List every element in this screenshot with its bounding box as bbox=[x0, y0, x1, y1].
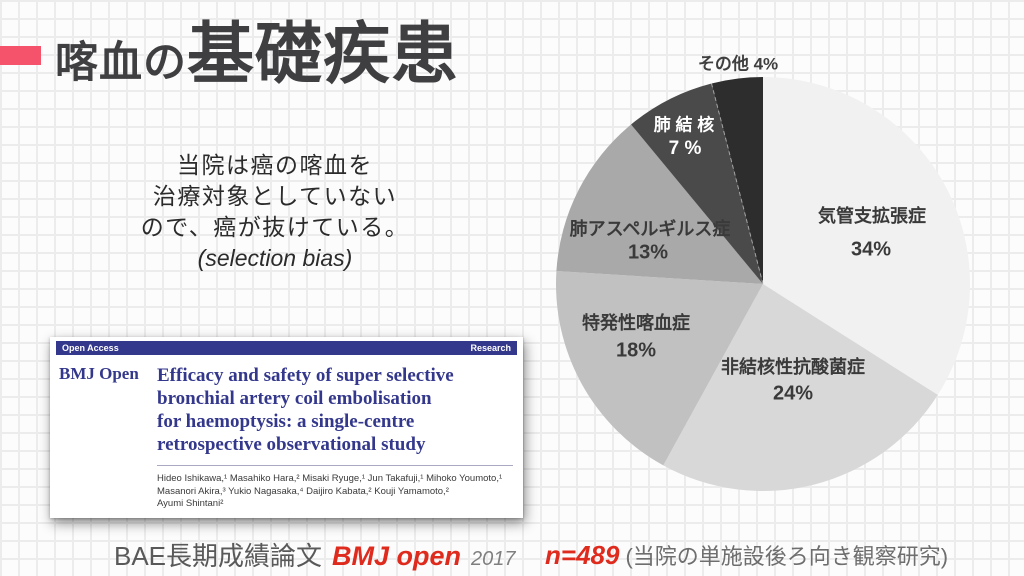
pie-value-tuberculosis: 7 % bbox=[668, 138, 702, 159]
paper-title: Efficacy and safety of super selective b… bbox=[157, 364, 513, 456]
paper-open-access-label: Open Access bbox=[62, 343, 119, 353]
paper-main-column: Efficacy and safety of super selective b… bbox=[157, 364, 517, 511]
pie-slice-5 bbox=[711, 77, 763, 284]
pie-label-aspergillosis: 肺アスペルギルス症 bbox=[569, 219, 731, 239]
pie-label-idiopathic: 特発性喀血症 bbox=[582, 313, 690, 333]
hemoptysis-etiology-pie-chart: その他 4% 肺 結 核 7 % 肺アスペルギルス症 13% 特発性喀血症 18… bbox=[540, 40, 1024, 510]
pie-label-bronchiectasis: 気管支拡張症 bbox=[818, 206, 926, 226]
paper-title-line-3: for haemoptysis: a single-centre bbox=[157, 411, 415, 432]
pie-value-aspergillosis: 13% bbox=[627, 241, 669, 264]
footer-reference: BAE長期成績論文 BMJ open 2017 bbox=[114, 536, 516, 573]
footer-journal-name: BMJ open bbox=[332, 541, 462, 571]
pie-slice-3 bbox=[556, 124, 763, 284]
paper-title-line-2: bronchial artery coil embolisation bbox=[157, 388, 432, 409]
note-selection-bias: (selection bias) bbox=[197, 245, 353, 271]
page-title: 喀血の 基礎疾患 bbox=[55, 0, 459, 100]
paper-divider bbox=[157, 465, 513, 466]
paper-header-bar: Open Access Research bbox=[56, 341, 517, 355]
bmj-paper-card: Open Access Research BMJ Open Efficacy a… bbox=[50, 337, 523, 518]
paper-authors-line-1: Hideo Ishikawa,¹ Masahiko Hara,² Misaki … bbox=[157, 473, 503, 484]
note-line-3: ので、癌が抜けている。 bbox=[140, 214, 410, 240]
footer-year: 2017 bbox=[471, 548, 516, 570]
note-line-2: 治療対象としていない bbox=[152, 183, 398, 209]
page-title-prefix: 喀血の bbox=[55, 39, 187, 87]
footer-n-value: n=489 bbox=[545, 540, 620, 570]
paper-body: BMJ Open Efficacy and safety of super se… bbox=[56, 364, 517, 511]
footer-sample-size: n=489 (当院の単施設後ろ向き観察研究) bbox=[545, 539, 948, 571]
paper-research-label: Research bbox=[470, 343, 511, 353]
pie-label-ntm: 非結核性抗酸菌症 bbox=[721, 357, 865, 377]
footer-study-note: (当院の単施設後ろ向き観察研究) bbox=[625, 544, 949, 569]
page-title-main: 基礎疾患 bbox=[187, 17, 459, 92]
paper-title-line-4: retrospective observational study bbox=[157, 434, 426, 455]
pie-value-ntm: 24% bbox=[772, 382, 814, 405]
pie-chart-svg bbox=[556, 77, 971, 492]
pie-label-other: その他 4% bbox=[697, 54, 779, 74]
paper-authors: Hideo Ishikawa,¹ Masahiko Hara,² Misaki … bbox=[157, 473, 513, 511]
selection-bias-note: 当院は癌の喀血を 治療対象としていない ので、癌が抜けている。 (selecti… bbox=[120, 150, 430, 274]
paper-journal-name: BMJ Open bbox=[59, 364, 139, 383]
note-line-1: 当院は癌の喀血を bbox=[177, 152, 373, 178]
footer-caption: BAE長期成績論文 bbox=[114, 541, 323, 571]
paper-title-line-1: Efficacy and safety of super selective bbox=[157, 365, 454, 386]
paper-authors-line-3: Ayumi Shintani² bbox=[157, 498, 224, 509]
pie-value-bronchiectasis: 34% bbox=[850, 238, 892, 261]
pie-slice-2 bbox=[556, 271, 763, 466]
title-accent-bar bbox=[0, 46, 41, 65]
paper-authors-line-2: Masanori Akira,³ Yukio Nagasaka,⁴ Daijir… bbox=[157, 485, 449, 497]
pie-value-idiopathic: 18% bbox=[615, 339, 657, 362]
pie-slice-0 bbox=[763, 77, 971, 395]
pie-slice-1 bbox=[663, 284, 938, 492]
pie-label-tuberculosis: 肺 結 核 bbox=[653, 115, 715, 135]
pie-slice-4 bbox=[631, 83, 763, 284]
